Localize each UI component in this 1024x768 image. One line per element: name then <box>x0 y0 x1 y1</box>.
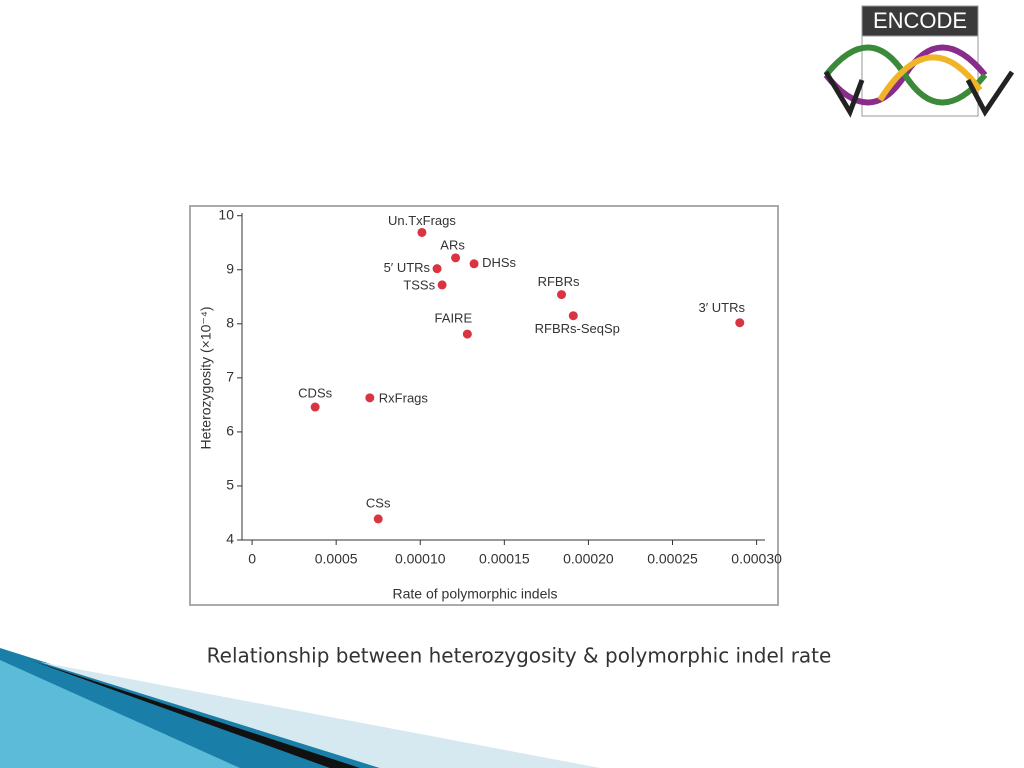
x-tick-label: 0.00020 <box>563 551 614 567</box>
point-label: ARs <box>440 237 465 252</box>
x-tick-label: 0.00025 <box>647 551 698 567</box>
point-label: DHSs <box>482 255 516 270</box>
y-tick-label: 4 <box>226 531 234 547</box>
point-label: TSSs <box>403 277 435 292</box>
y-tick-label: 7 <box>226 369 234 385</box>
swoosh <box>0 660 240 768</box>
point <box>568 311 578 321</box>
point-label: CDSs <box>298 385 332 400</box>
y-tick-label: 9 <box>226 260 234 276</box>
decoration <box>0 648 600 768</box>
point <box>451 253 461 263</box>
helix <box>823 44 988 106</box>
y-axis-label: Heterozygosity (×10⁻⁴) <box>198 307 214 450</box>
logo-frame <box>861 35 979 117</box>
point-label: Un.TxFrags <box>388 213 456 228</box>
point-label: RFBRs <box>538 274 580 289</box>
y-tick-label: 5 <box>226 477 234 493</box>
logo-text: ENCODE <box>873 8 967 33</box>
caption: Relationship between heterozygosity & po… <box>207 644 832 668</box>
logo: ENCODE <box>823 5 1015 118</box>
y-tick-label: 8 <box>226 315 234 331</box>
helix-ends <box>823 70 1015 118</box>
point-label: RFBRs-SeqSp <box>535 321 620 336</box>
x-tick-label: 0.00010 <box>395 551 446 567</box>
x-tick-label: 0.00030 <box>731 551 782 567</box>
point-label: RxFrags <box>379 390 429 405</box>
point <box>557 290 567 300</box>
point-label: 3′ UTRs <box>699 300 746 315</box>
point <box>373 514 383 524</box>
point <box>437 280 447 290</box>
point <box>469 259 479 269</box>
logo-box <box>861 5 979 37</box>
point-label: CSs <box>366 495 391 510</box>
swoosh <box>30 660 360 768</box>
point <box>365 393 375 403</box>
point-label: 5′ UTRs <box>384 260 431 275</box>
point <box>462 329 472 339</box>
x-tick-label: 0 <box>248 551 256 567</box>
point <box>432 264 442 274</box>
point <box>417 227 427 237</box>
y-tick-label: 6 <box>226 423 234 439</box>
y-tick-label: 10 <box>218 206 234 222</box>
point <box>310 402 320 412</box>
point-label: FAIRE <box>435 311 473 326</box>
point <box>735 318 745 328</box>
chart-frame <box>189 205 779 606</box>
helix <box>877 54 983 102</box>
x-axis-label: Rate of polymorphic indels <box>393 586 558 602</box>
x-tick-label: 0.00015 <box>479 551 530 567</box>
chart: Rate of polymorphic indels Heterozygosit… <box>198 206 782 601</box>
x-tick-label: 0.0005 <box>315 551 358 567</box>
swoosh <box>40 662 600 768</box>
